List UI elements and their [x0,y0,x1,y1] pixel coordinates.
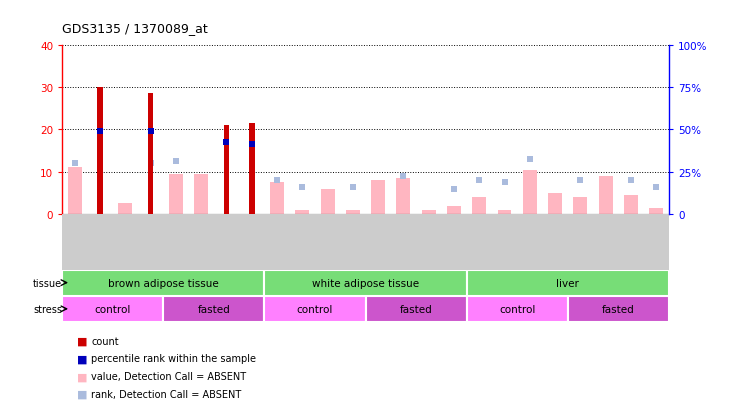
Bar [265,270,466,296]
Bar [422,210,436,214]
Text: white adipose tissue: white adipose tissue [312,278,419,288]
Text: fasted: fasted [197,304,230,314]
Bar [573,198,587,214]
Bar [265,296,366,322]
Bar [472,198,486,214]
Bar [194,174,208,214]
Text: GDS3135 / 1370089_at: GDS3135 / 1370089_at [62,22,208,35]
Bar [396,178,410,214]
Bar [649,208,663,214]
Text: fasted: fasted [400,304,433,314]
Bar [599,176,613,214]
Text: percentile rank within the sample: percentile rank within the sample [91,354,257,363]
Bar [62,296,163,322]
Bar [118,204,132,214]
Bar [224,126,230,214]
Text: fasted: fasted [602,304,635,314]
Text: ■: ■ [77,336,87,346]
Text: stress: stress [33,304,62,314]
Bar [624,195,638,214]
Bar [148,94,154,214]
Text: ■: ■ [77,354,87,363]
Bar [270,183,284,214]
Bar [163,296,265,322]
Text: brown adipose tissue: brown adipose tissue [108,278,219,288]
Bar [169,174,183,214]
Text: control: control [297,304,333,314]
Text: control: control [94,304,131,314]
Bar [548,193,562,214]
Text: control: control [499,304,535,314]
Text: rank, Detection Call = ABSENT: rank, Detection Call = ABSENT [91,389,242,399]
Bar [68,168,82,214]
Bar [523,170,537,214]
Text: liver: liver [556,278,579,288]
Bar [498,210,512,214]
Bar [321,189,335,214]
Text: ■: ■ [77,371,87,381]
Bar [466,270,669,296]
Bar [249,123,254,214]
Text: count: count [91,336,119,346]
Bar [346,210,360,214]
Text: tissue: tissue [33,278,62,288]
Bar [366,296,466,322]
Bar [371,181,385,214]
Text: value, Detection Call = ABSENT: value, Detection Call = ABSENT [91,371,246,381]
Bar [466,296,568,322]
Bar [97,88,103,214]
Text: ■: ■ [77,389,87,399]
Bar [62,270,265,296]
Bar [568,296,669,322]
Bar [447,206,461,214]
Bar [295,210,309,214]
